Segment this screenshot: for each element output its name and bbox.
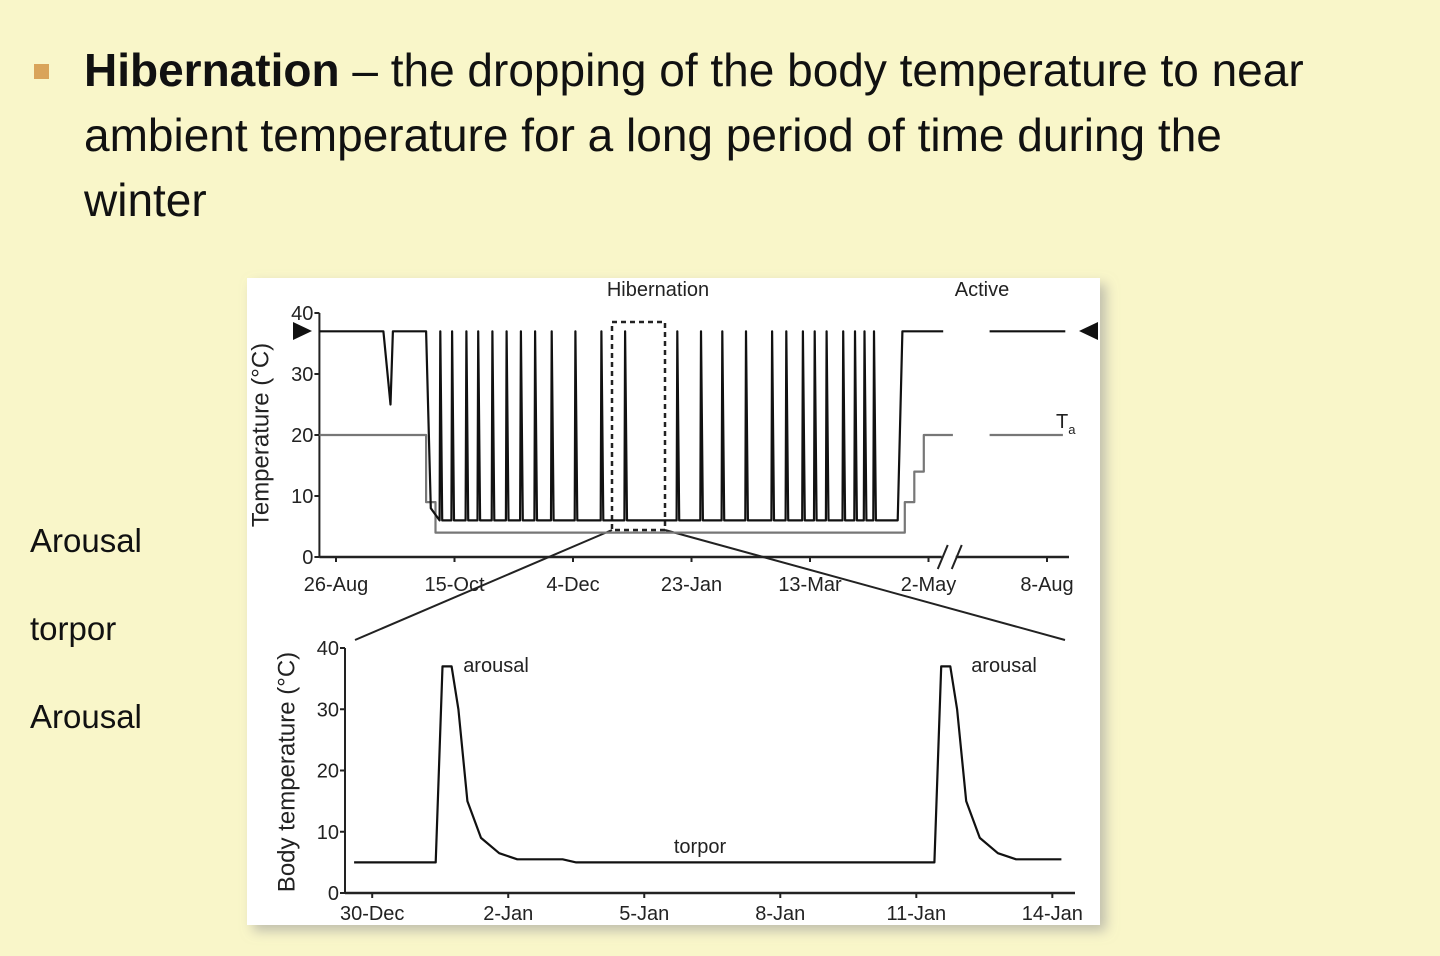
x-tick-label: 5-Jan — [619, 903, 669, 925]
bullet-term: Hibernation — [84, 44, 340, 96]
ambient-label-sub: a — [1068, 422, 1076, 437]
side-label: Arousal — [30, 698, 142, 735]
bullet-body: – the dropping of the body temperature t… — [84, 44, 1304, 226]
y-tick-label: 40 — [317, 638, 339, 660]
y-tick-label: 20 — [291, 425, 313, 447]
y-tick-label: 20 — [317, 761, 339, 783]
y-tick-label: 30 — [317, 699, 339, 721]
y-tick-label: 40 — [291, 303, 313, 325]
data-line — [354, 665, 1062, 864]
x-tick-label: 23-Jan — [661, 574, 722, 596]
y-axis-label: Body temperature (°C) — [273, 652, 300, 892]
ambient-label-main: T — [1056, 411, 1068, 433]
x-tick-label: 14-Jan — [1022, 903, 1083, 925]
zoom-box — [610, 320, 667, 532]
ambient-label: Ta — [1056, 411, 1076, 437]
arrowhead — [1079, 322, 1098, 340]
bullet-text: Hibernation – the dropping of the body t… — [84, 38, 1334, 233]
y-tick-label: 0 — [328, 883, 339, 905]
y-axis-label: Temperature (°C) — [247, 343, 274, 527]
annotation: arousal — [971, 655, 1037, 677]
axis-break — [936, 544, 949, 570]
x-tick-label: 8-Aug — [1020, 574, 1073, 596]
figure-panel — [247, 278, 1100, 925]
x-tick-label: 30-Dec — [340, 903, 404, 925]
zoom-line — [664, 529, 1066, 641]
annotation: Hibernation — [607, 279, 709, 301]
bullet-marker — [34, 64, 49, 79]
y-tick-label: 30 — [291, 364, 313, 386]
x-tick-label: 8-Jan — [755, 903, 805, 925]
data-line — [319, 433, 1063, 534]
zoom-line — [354, 529, 613, 641]
x-tick-label: 15-Oct — [424, 574, 484, 596]
annotation: Active — [955, 279, 1009, 301]
y-tick-label: 10 — [291, 486, 313, 508]
side-label: torpor — [30, 610, 117, 647]
x-tick-label: 2-May — [901, 574, 957, 596]
x-tick-label: 13-Mar — [778, 574, 842, 596]
annotation: torpor — [674, 836, 727, 858]
x-tick-label: 26-Aug — [304, 574, 369, 596]
annotation: arousal — [463, 655, 529, 677]
x-tick-label: 4-Dec — [546, 574, 599, 596]
y-tick-label: 10 — [317, 822, 339, 844]
x-tick-label: 2-Jan — [483, 903, 533, 925]
side-label: Arousal — [30, 522, 142, 559]
x-tick-label: 11-Jan — [886, 903, 946, 925]
arrowhead — [293, 322, 312, 340]
y-tick-label: 0 — [302, 547, 313, 569]
axis-break-gap — [941, 553, 956, 561]
data-line — [319, 330, 1066, 522]
axis-break — [950, 544, 963, 570]
